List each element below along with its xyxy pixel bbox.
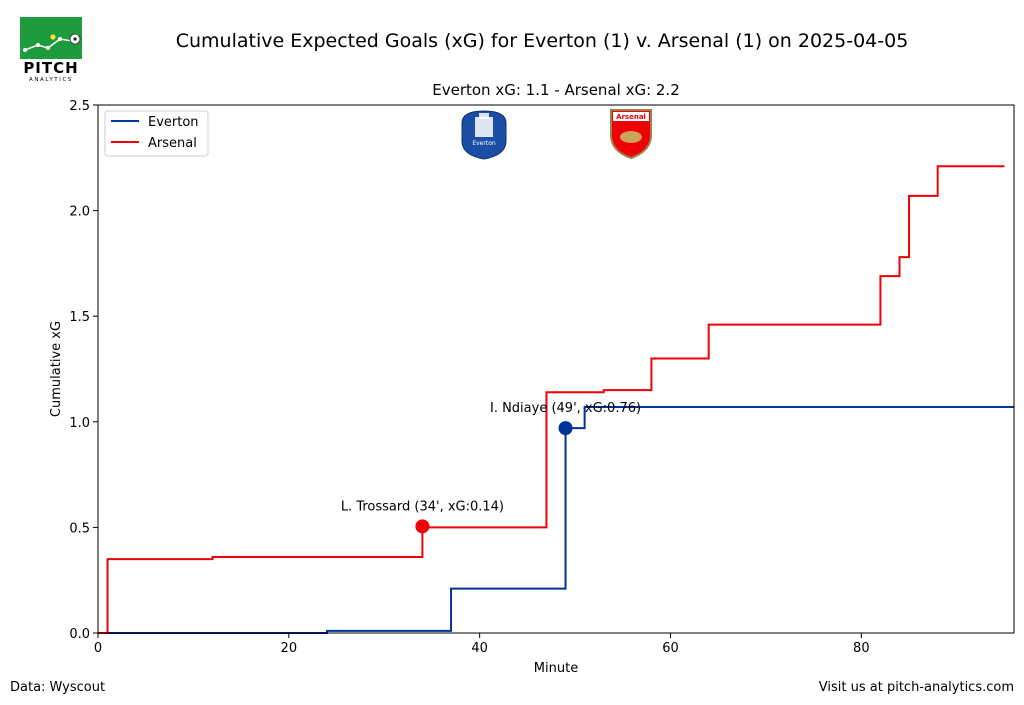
- goal-marker-2: [558, 421, 573, 436]
- arsenal-crest: Arsenal: [610, 109, 652, 160]
- y-axis-label: Cumulative xG: [49, 321, 64, 417]
- chart-title: Everton xG: 1.1 - Arsenal xG: 2.2: [432, 81, 680, 99]
- legend-label-arsenal: Arsenal: [148, 136, 197, 151]
- y-tick-label: 2.0: [69, 205, 90, 220]
- legend-box: [104, 110, 209, 157]
- y-tick-label: 0.0: [69, 627, 90, 642]
- everton-crest-label: Everton: [472, 140, 496, 147]
- x-tick-label: 20: [281, 641, 298, 656]
- brand-subtitle: ANALYTICS: [28, 77, 74, 83]
- plot-frame: [97, 104, 1015, 634]
- x-tick-label: 80: [853, 641, 870, 656]
- x-tick-label: 40: [471, 641, 488, 656]
- series-line-everton: [98, 406, 1014, 634]
- goal-annotation-2: I. Ndiaye (49', xG:0.76): [490, 401, 641, 416]
- series-line-arsenal: [98, 165, 1005, 634]
- data-source: Data: Wyscout: [10, 680, 106, 695]
- pitch-field-icon: [20, 17, 82, 59]
- arsenal-crest-label: Arsenal: [616, 113, 646, 121]
- website-credit: Visit us at pitch-analytics.com: [818, 680, 1014, 695]
- y-tick-label: 1.5: [69, 310, 90, 325]
- y-tick-label: 1.0: [69, 416, 90, 431]
- x-axis-label: Minute: [534, 661, 578, 676]
- y-tick-label: 0.5: [69, 521, 90, 536]
- x-tick-label: 60: [662, 641, 679, 656]
- figure-title: Cumulative Expected Goals (xG) for Evert…: [175, 30, 909, 52]
- legend-label-everton: Everton: [148, 115, 199, 130]
- x-tick-label: 0: [94, 641, 102, 656]
- goal-marker-1: [415, 519, 430, 534]
- y-tick-label: 2.5: [69, 99, 90, 114]
- everton-crest: Everton: [461, 110, 507, 160]
- goal-annotation-1: L. Trossard (34', xG:0.14): [341, 499, 504, 514]
- pitch-analytics-logo: PITCH ANALYTICS: [18, 17, 84, 85]
- brand-word: PITCH: [23, 59, 79, 77]
